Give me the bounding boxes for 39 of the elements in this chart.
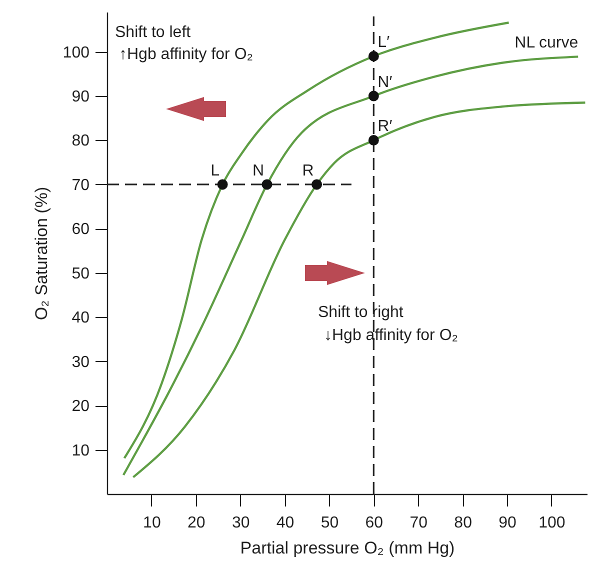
point (262, 179, 272, 190)
x-tick-label: 80 (454, 514, 472, 532)
point (217, 179, 228, 190)
y-axis-title: O₂ Saturation (%) (32, 186, 51, 320)
y-tick-label: 10 (72, 442, 90, 460)
y-tick-label: 90 (72, 88, 90, 106)
x-tick-label: 30 (232, 514, 250, 532)
x-axis-title: Partial pressure O₂ (mm Hg) (240, 538, 455, 558)
annotation: Shift to left (115, 24, 192, 41)
y-tick-label: 100 (62, 44, 90, 62)
annotation: Shift to right (318, 304, 404, 321)
x-tick-label: 90 (498, 514, 516, 532)
x-tick-label: 100 (538, 514, 566, 532)
x-tick-label: 20 (187, 514, 206, 532)
y-tick-label: 50 (72, 265, 90, 282)
annotation: ↑Hgb affinity for O₂ (119, 46, 253, 63)
x-tick-label: 10 (143, 514, 161, 532)
x-tick-label: 50 (320, 514, 339, 532)
y-tick-label: 20 (72, 398, 90, 416)
annotation: ↓Hgb affinity for O₂ (324, 327, 458, 344)
y-tick-label: 80 (72, 132, 90, 150)
annotation: R′ (378, 118, 392, 136)
y-tick-label: 40 (72, 310, 90, 327)
y-tick-label: 60 (72, 221, 90, 238)
annotation: L (210, 162, 220, 180)
y-tick-label: 70 (72, 176, 90, 194)
point (312, 179, 322, 190)
series-label: NL curve (514, 34, 578, 52)
point (368, 90, 379, 102)
annotation: L′ (378, 34, 390, 52)
annotation: N (252, 162, 264, 180)
point (368, 135, 379, 146)
x-tick-label: 40 (276, 514, 294, 532)
annotation: N′ (378, 74, 392, 92)
point (368, 50, 379, 62)
y-tick-label: 30 (72, 354, 90, 371)
x-tick-label: 70 (410, 514, 428, 532)
x-tick-label: 60 (365, 514, 384, 532)
annotation: R (302, 162, 314, 180)
